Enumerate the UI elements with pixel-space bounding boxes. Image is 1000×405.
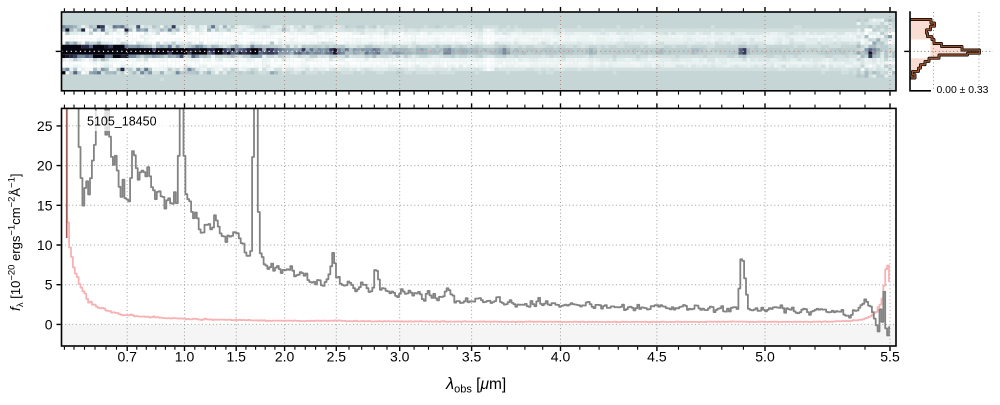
svg-text:5.0: 5.0 [755,349,775,365]
svg-text:5: 5 [45,277,53,293]
svg-text:λobs [μm]: λobs [μm] [445,375,506,396]
svg-text:3.0: 3.0 [390,349,410,365]
svg-text:20: 20 [37,158,53,174]
svg-text:2.0: 2.0 [275,349,295,365]
svg-text:10: 10 [37,237,53,253]
svg-text:4.5: 4.5 [647,349,667,365]
svg-text:2.5: 2.5 [327,349,347,365]
svg-text:0: 0 [45,316,53,332]
svg-text:1.5: 1.5 [226,349,246,365]
svg-text:4.0: 4.0 [551,349,571,365]
svg-text:fλ [10−20 ergs−1cm−2Å−1]: fλ [10−20 ergs−1cm−2Å−1] [7,173,27,311]
svg-text:1.0: 1.0 [175,349,195,365]
svg-text:5.5: 5.5 [880,349,900,365]
svg-text:3.5: 3.5 [462,349,482,365]
svg-text:15: 15 [37,197,53,213]
svg-text:0.00 ± 0.33: 0.00 ± 0.33 [937,85,989,96]
svg-text:0.7: 0.7 [117,349,137,365]
svg-text:5105_18450: 5105_18450 [87,115,157,129]
svg-text:25: 25 [37,118,53,134]
